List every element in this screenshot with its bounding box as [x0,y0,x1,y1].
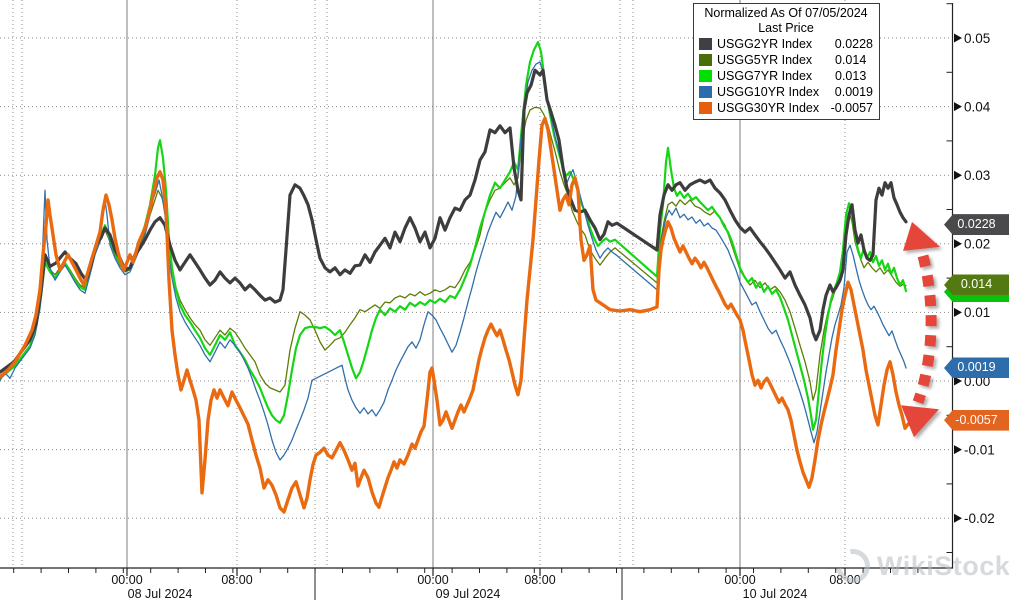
legend-series-value: 0.0228 [834,37,873,51]
x-date-label: 08 Jul 2024 [128,587,193,601]
legend-item: USGG7YR Index 0.013 [699,68,873,84]
legend-swatch-icon [699,70,712,82]
legend-swatch-icon [699,54,712,66]
y-tick-arrow-icon [954,376,962,386]
series-line-usgg2yr [0,68,908,374]
y-tick-arrow-icon [954,307,962,317]
legend-series-value: 0.014 [835,53,867,67]
y-tick-label: 0.02 [964,237,990,252]
x-date-label: 10 Jul 2024 [743,587,808,601]
legend-rows: USGG2YR Index 0.0228 USGG5YR Index 0.014 USG… [699,36,873,116]
y-tick-arrow-icon [954,239,962,249]
arrow-head-down-icon [901,405,939,438]
legend-item: USGG5YR Index 0.014 [699,52,873,68]
legend-box: Normalized As Of 07/05/2024 Last Price U… [693,3,880,120]
x-date-label: 09 Jul 2024 [436,587,501,601]
y-tick-label: 0.04 [964,99,991,114]
legend-title: Normalized As Of 07/05/2024 [704,6,868,20]
x-time-label: 08:00 [829,573,860,587]
arrow-head-up-icon [903,221,940,251]
legend-series-name: USGG7YR Index [717,69,813,83]
y-tick-arrow-icon [954,102,962,112]
legend-series-value: -0.0057 [830,101,873,115]
last-price-badge: 0.0019 [944,357,1009,379]
legend-item: USGG2YR Index 0.0228 [699,36,873,52]
legend-series-name: USGG2YR Index [717,37,813,51]
legend-item: USGG10YR Index 0.0019 [699,84,873,100]
series-line-usgg30yr [0,116,910,514]
x-time-label: 00:00 [417,573,448,587]
x-time-label: 00:00 [111,573,142,587]
legend-swatch-icon [699,86,712,98]
y-tick-label: 0.05 [964,31,990,46]
last-price-badge: 0.014 [944,274,1009,296]
legend-swatch-icon [699,102,712,114]
legend-subtitle: Last Price [758,21,814,35]
legend-item: USGG30YR Index -0.0057 [699,100,873,116]
x-time-label: 08:00 [221,573,252,587]
series-line-usgg10yr [0,61,907,461]
y-tick-arrow-icon [954,33,962,43]
y-tick-label: -0.02 [964,511,995,526]
x-time-label: 00:00 [724,573,755,587]
legend-series-name: USGG5YR Index [717,53,813,67]
y-tick-arrow-icon [954,170,962,180]
volatility-arrow-annotation [901,221,940,438]
y-tick-arrow-icon [954,445,962,455]
last-price-badge: -0.0057 [944,409,1009,431]
y-tick-label: 0.01 [964,305,990,320]
legend-series-value: 0.0019 [834,85,873,99]
series-line-usgg7yr [0,40,908,431]
legend-swatch-icon [699,38,712,50]
y-tick-label: 0.03 [964,168,990,183]
arrow-shaft [912,254,937,405]
legend-series-name: USGG30YR Index [717,101,820,115]
last-price-badge: 0.0228 [944,214,1009,236]
legend-series-name: USGG10YR Index [717,85,820,99]
y-tick-arrow-icon [954,513,962,523]
y-tick-label: -0.01 [964,442,995,457]
x-time-label: 08:00 [524,573,555,587]
legend-series-value: 0.013 [835,69,867,83]
